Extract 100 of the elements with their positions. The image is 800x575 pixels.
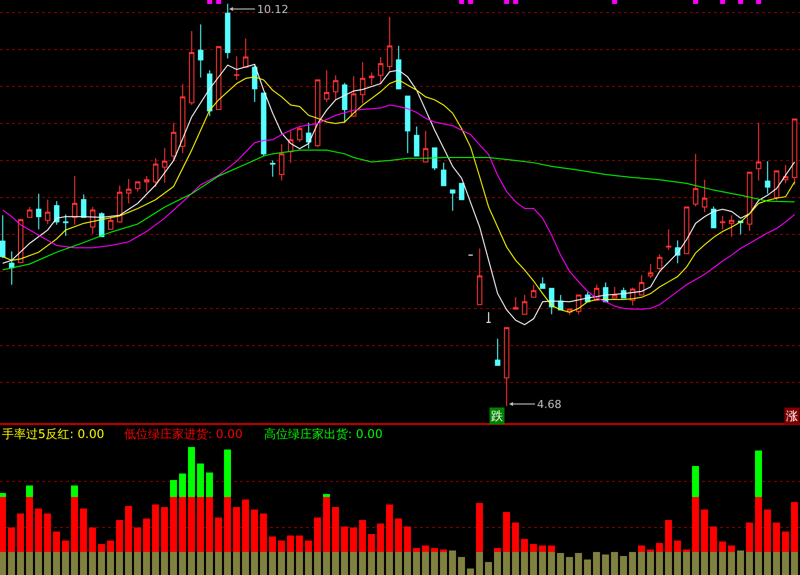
candlestick — [62, 214, 68, 236]
bar — [116, 552, 124, 575]
candlestick — [656, 254, 662, 270]
bar — [197, 552, 204, 575]
bar — [206, 496, 214, 552]
bar — [692, 552, 700, 575]
bar — [476, 552, 484, 575]
bar — [755, 496, 762, 552]
bar — [368, 534, 376, 552]
bar — [512, 552, 520, 575]
bar — [719, 552, 726, 575]
bar — [404, 552, 412, 575]
candlestick — [458, 182, 464, 200]
bar — [26, 496, 34, 552]
candlestick — [126, 178, 132, 204]
bar — [296, 552, 304, 575]
bar — [728, 546, 736, 552]
bar — [152, 504, 160, 552]
bar — [422, 552, 430, 575]
bar — [179, 552, 186, 575]
candlestick — [476, 248, 482, 306]
bar — [0, 496, 6, 552]
bar — [98, 552, 106, 575]
candlestick — [512, 296, 518, 310]
candlestick — [702, 179, 708, 213]
candlestick — [440, 162, 446, 186]
bar — [548, 546, 556, 552]
candlestick — [612, 286, 618, 299]
bar — [431, 552, 438, 575]
candlestick — [198, 24, 204, 78]
bar — [179, 474, 186, 497]
bar — [143, 552, 150, 575]
bar — [692, 496, 700, 552]
bar — [638, 552, 646, 575]
candlestick — [234, 56, 240, 80]
bar — [278, 540, 286, 552]
bar — [413, 548, 420, 552]
bar — [197, 463, 204, 497]
bar — [80, 552, 88, 575]
bar — [170, 552, 178, 575]
bar — [692, 466, 700, 497]
candlestick — [8, 250, 14, 286]
bar — [440, 552, 448, 575]
text: 低位绿庄家进货: 0.00 — [124, 427, 243, 441]
candlestick — [342, 82, 348, 124]
bar — [206, 472, 214, 497]
bar — [611, 552, 618, 575]
candlestick — [270, 160, 276, 178]
bar — [602, 554, 610, 575]
bar — [530, 544, 538, 552]
bar — [89, 552, 96, 575]
bar — [242, 552, 250, 575]
bar — [161, 552, 168, 575]
bar — [287, 535, 294, 552]
bar — [701, 510, 708, 552]
bar — [26, 552, 34, 575]
bar — [476, 503, 484, 552]
bar — [458, 557, 466, 575]
bar — [314, 552, 322, 575]
bar — [269, 552, 276, 575]
candlestick — [314, 79, 320, 148]
candlestick — [728, 214, 734, 238]
bar — [341, 526, 348, 552]
candlestick — [360, 62, 366, 104]
bar — [422, 546, 430, 552]
bar — [404, 526, 412, 552]
bar — [233, 552, 240, 575]
bar — [26, 485, 34, 497]
candlestick — [180, 84, 186, 154]
candlestick — [764, 160, 770, 194]
bar — [782, 552, 790, 575]
bar — [224, 496, 232, 552]
bar — [359, 520, 366, 552]
bar — [143, 518, 150, 552]
bar — [710, 552, 718, 575]
candlestick — [108, 216, 114, 230]
bar — [665, 520, 672, 552]
bar — [521, 552, 528, 575]
bar — [314, 517, 322, 552]
candlestick — [144, 176, 150, 193]
candlestick — [414, 126, 420, 157]
candlestick — [72, 176, 78, 226]
bar — [377, 552, 384, 575]
bar — [647, 552, 654, 575]
bar — [107, 540, 114, 552]
bar — [782, 531, 790, 552]
candlestick — [494, 338, 500, 366]
candlestick — [26, 206, 32, 218]
text: 高位绿庄家出货: 0.00 — [264, 427, 383, 441]
bar — [674, 552, 682, 575]
candlestick — [36, 193, 42, 230]
bar — [296, 535, 304, 552]
bar — [170, 496, 178, 552]
bar — [215, 552, 222, 575]
candlestick — [252, 64, 258, 103]
bar — [386, 504, 394, 552]
bar — [35, 508, 42, 552]
candlestick — [432, 147, 438, 171]
bar — [755, 552, 762, 575]
annotation: 涨 — [786, 409, 798, 423]
